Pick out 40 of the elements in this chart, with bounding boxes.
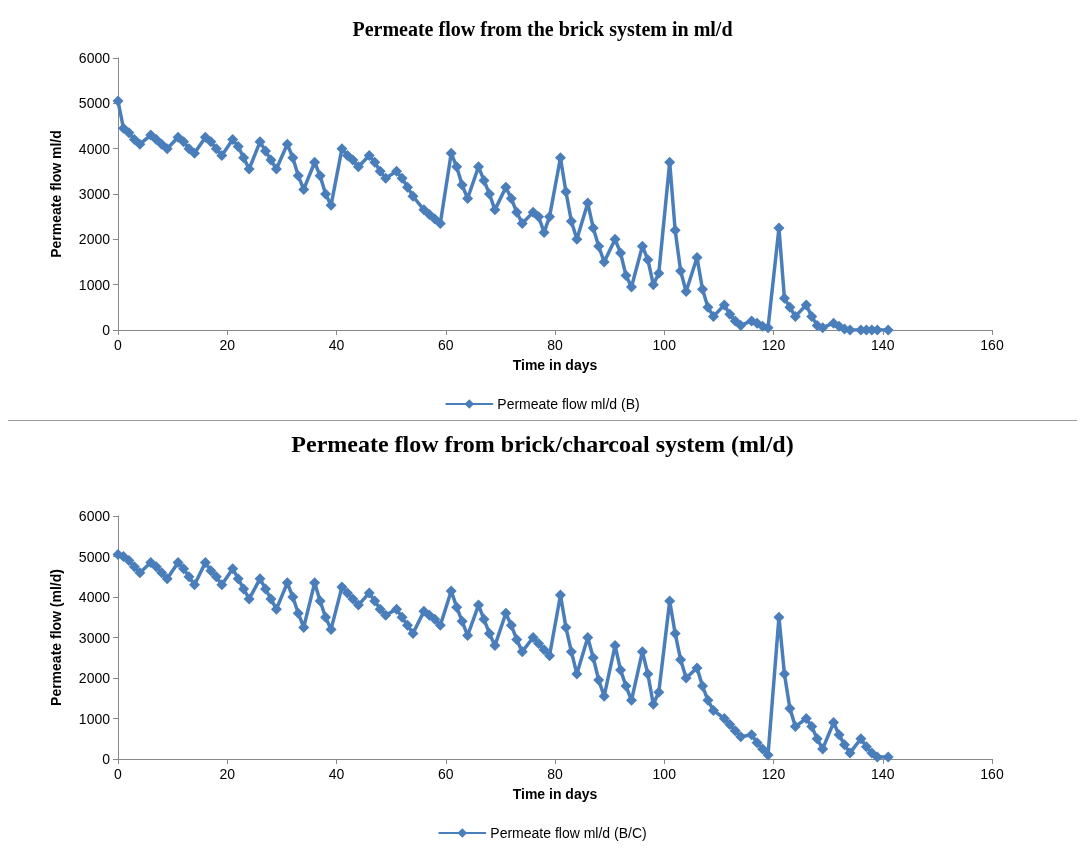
x-axis-title: Time in days [512,786,598,802]
x-tick-label: 40 [328,766,345,782]
y-tick-label: 1000 [78,276,111,293]
x-tick-label: 140 [871,337,895,353]
legend-label: Permeate flow ml/d (B/C) [490,825,647,841]
x-tick-label: 0 [114,766,123,782]
x-tick-label: 100 [652,337,677,353]
x-tick-label: 80 [547,766,563,782]
legend-label: Permeate flow ml/d (B) [497,396,640,412]
y-tick-label: 3000 [78,186,111,202]
x-axis-title: Time in days [512,357,598,373]
x-tick-label: 40 [328,337,345,353]
y-tick-label: 4000 [78,589,111,605]
chart-title: Permeate flow from brick/charcoal system (ml/d) [291,431,794,457]
x-tick-label: 20 [219,766,236,782]
x-tick-label: 60 [437,337,454,353]
x-tick-label: 160 [980,337,1004,353]
x-tick-label: 140 [871,766,895,782]
x-tick-label: 0 [114,337,123,353]
y-tick-label: 0 [102,751,111,767]
y-tick-label: 4000 [78,140,111,157]
x-tick-label: 80 [547,337,563,353]
x-tick-label: 120 [761,766,786,782]
y-tick-label: 6000 [78,508,111,524]
x-tick-label: 160 [980,766,1004,782]
y-tick-label: 6000 [78,50,111,66]
x-tick-label: 20 [219,337,236,353]
y-tick-label: 2000 [78,670,111,686]
x-tick-label: 60 [437,766,454,782]
y-axis-title: Permeate flow ml/d [48,130,64,258]
y-axis-title: Permeate flow (ml/d) [48,569,64,706]
y-tick-label: 5000 [78,95,111,112]
y-tick-label: 1000 [78,710,111,727]
y-tick-label: 3000 [78,629,111,646]
y-tick-label: 0 [102,322,111,338]
x-tick-label: 120 [761,337,786,353]
y-tick-label: 2000 [78,231,111,248]
y-tick-label: 5000 [78,548,111,565]
chart-title: Permeate flow from the brick system in ml/d [352,18,733,41]
x-tick-label: 100 [652,766,677,782]
